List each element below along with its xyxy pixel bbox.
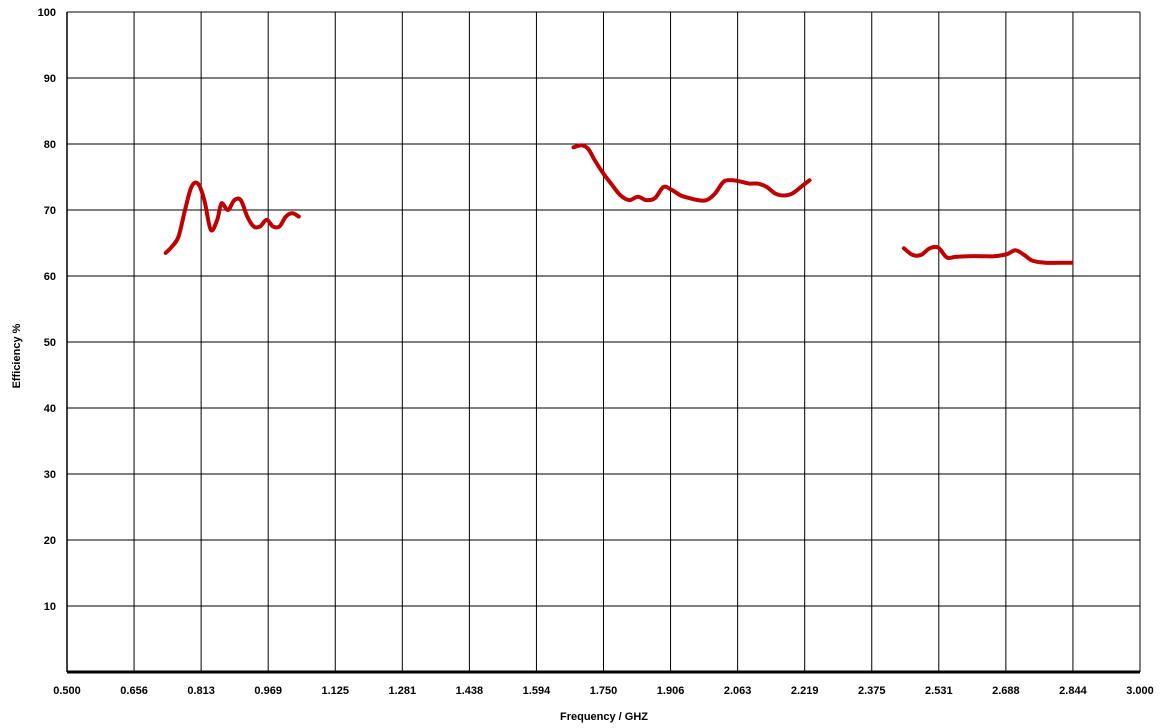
x-tick-label: 2.063 <box>724 685 752 697</box>
y-tick-label: 100 <box>38 7 56 19</box>
x-tick-label: 2.844 <box>1059 685 1087 697</box>
grid <box>66 11 1141 673</box>
x-tick-label: 2.531 <box>925 685 953 697</box>
axes <box>66 12 1140 674</box>
x-tick-label: 0.656 <box>120 685 148 697</box>
y-tick-label: 70 <box>44 205 56 217</box>
x-tick-label: 0.969 <box>254 685 282 697</box>
x-tick-labels: 0.500 0.656 0.813 0.969 1.125 1.281 1.438 1.594… <box>53 685 1154 697</box>
x-tick-label: 0.813 <box>187 685 215 697</box>
series-line-1 <box>163 180 301 255</box>
x-tick-label: 1.438 <box>456 685 484 697</box>
y-axis-label: Efficiency % <box>11 323 23 388</box>
y-tick-label: 30 <box>44 469 56 481</box>
series-line-3 <box>901 244 1074 265</box>
y-tick-label: 90 <box>44 73 56 85</box>
y-tick-label: 10 <box>44 601 56 613</box>
y-tick-labels: 10 20 30 40 50 60 70 80 90 100 <box>38 7 56 613</box>
x-tick-label: 1.750 <box>590 685 618 697</box>
x-tick-label: 1.906 <box>657 685 685 697</box>
series-group <box>163 143 1074 265</box>
x-tick-label: 0.500 <box>53 685 81 697</box>
x-tick-label: 2.688 <box>992 685 1020 697</box>
y-tick-label: 80 <box>44 139 56 151</box>
x-tick-label: 1.125 <box>321 685 349 697</box>
series-line-2 <box>571 143 812 203</box>
y-tick-label: 40 <box>44 403 56 415</box>
x-axis-label: Frequency / GHZ <box>560 711 648 723</box>
x-tick-label: 2.375 <box>858 685 886 697</box>
x-tick-label: 1.281 <box>389 685 417 697</box>
y-tick-label: 60 <box>44 271 56 283</box>
x-tick-label: 1.594 <box>523 685 551 697</box>
y-tick-label: 20 <box>44 535 56 547</box>
x-tick-label: 2.219 <box>791 685 819 697</box>
y-tick-label: 50 <box>44 337 56 349</box>
x-tick-label: 3.000 <box>1126 685 1154 697</box>
